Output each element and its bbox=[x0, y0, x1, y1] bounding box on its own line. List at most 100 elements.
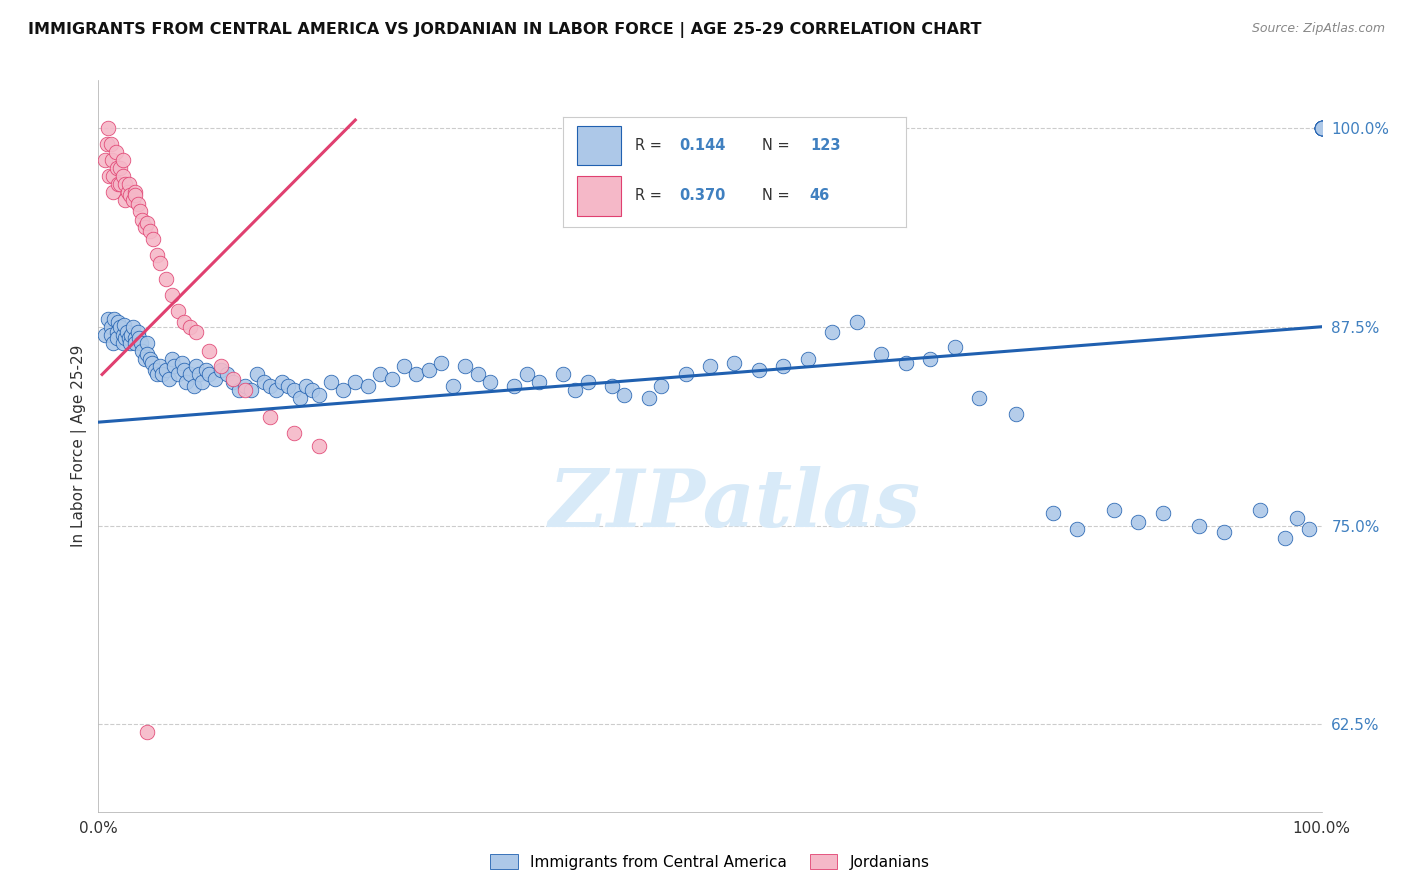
Point bbox=[1310, 120, 1333, 135]
Point bbox=[111, 335, 134, 350]
Point bbox=[149, 359, 172, 374]
Point bbox=[1249, 502, 1271, 516]
Point bbox=[101, 335, 124, 350]
Point bbox=[186, 359, 208, 374]
Point bbox=[104, 145, 127, 159]
Point bbox=[290, 392, 312, 406]
Text: Source: ZipAtlas.com: Source: ZipAtlas.com bbox=[1251, 22, 1385, 36]
Point bbox=[139, 224, 162, 238]
Point bbox=[100, 327, 122, 342]
Point bbox=[1310, 120, 1333, 135]
Point bbox=[392, 359, 416, 374]
Point bbox=[943, 340, 966, 354]
Point bbox=[124, 335, 146, 350]
Point bbox=[195, 362, 218, 376]
Point bbox=[332, 384, 354, 398]
Point bbox=[118, 177, 141, 191]
Point bbox=[127, 197, 149, 211]
Point bbox=[111, 327, 134, 342]
Point bbox=[576, 376, 599, 390]
Point bbox=[120, 327, 142, 342]
Point bbox=[179, 319, 201, 334]
Point bbox=[368, 368, 391, 382]
Text: 0.144: 0.144 bbox=[679, 138, 725, 153]
Point bbox=[1310, 120, 1333, 135]
Point bbox=[1286, 510, 1309, 524]
Point bbox=[155, 272, 177, 286]
Point bbox=[1042, 506, 1064, 520]
Point bbox=[430, 356, 453, 370]
Point bbox=[110, 319, 132, 334]
Point bbox=[527, 376, 550, 390]
Text: N =: N = bbox=[762, 138, 794, 153]
Point bbox=[179, 368, 201, 382]
Point bbox=[111, 153, 134, 167]
Point bbox=[114, 193, 136, 207]
Point bbox=[797, 351, 820, 366]
Point bbox=[134, 219, 156, 234]
Point bbox=[405, 368, 427, 382]
Point bbox=[120, 187, 142, 202]
Point bbox=[173, 315, 195, 329]
Point bbox=[222, 376, 245, 390]
Point bbox=[1310, 120, 1333, 135]
Text: R =: R = bbox=[636, 188, 666, 203]
Point bbox=[723, 356, 745, 370]
Point bbox=[638, 392, 661, 406]
Point bbox=[1310, 120, 1333, 135]
Point bbox=[1212, 524, 1234, 539]
Point bbox=[613, 388, 636, 402]
Point bbox=[228, 384, 250, 398]
Text: IMMIGRANTS FROM CENTRAL AMERICA VS JORDANIAN IN LABOR FORCE | AGE 25-29 CORRELAT: IMMIGRANTS FROM CENTRAL AMERICA VS JORDA… bbox=[28, 22, 981, 38]
Point bbox=[149, 256, 172, 270]
Point bbox=[381, 372, 404, 386]
Point bbox=[600, 378, 623, 392]
Point bbox=[204, 372, 226, 386]
Text: N =: N = bbox=[762, 188, 794, 203]
Point bbox=[124, 185, 146, 199]
Point bbox=[120, 335, 142, 350]
Point bbox=[150, 368, 173, 382]
Point bbox=[93, 327, 115, 342]
Point bbox=[1310, 120, 1333, 135]
Point bbox=[478, 376, 501, 390]
Legend: Immigrants from Central America, Jordanians: Immigrants from Central America, Jordani… bbox=[482, 846, 938, 877]
Point bbox=[1310, 120, 1333, 135]
Point bbox=[115, 325, 138, 339]
Point bbox=[157, 372, 180, 386]
Point bbox=[187, 368, 209, 382]
Point bbox=[114, 177, 136, 191]
Point bbox=[418, 362, 440, 376]
Point bbox=[176, 376, 198, 390]
Point bbox=[277, 378, 299, 392]
FancyBboxPatch shape bbox=[576, 176, 621, 216]
Point bbox=[821, 325, 844, 339]
Point bbox=[98, 169, 121, 183]
Point bbox=[128, 331, 150, 345]
Point bbox=[155, 362, 177, 376]
Point bbox=[170, 356, 193, 370]
Point bbox=[1066, 522, 1088, 536]
Point bbox=[246, 368, 269, 382]
Point bbox=[259, 378, 281, 392]
Point bbox=[103, 311, 125, 326]
Point bbox=[97, 311, 120, 326]
Point bbox=[183, 378, 205, 392]
Point bbox=[136, 347, 159, 361]
Point bbox=[136, 216, 159, 230]
Point bbox=[111, 169, 134, 183]
Point bbox=[344, 376, 367, 390]
Point bbox=[100, 319, 122, 334]
Point bbox=[143, 362, 166, 376]
Y-axis label: In Labor Force | Age 25-29: In Labor Force | Age 25-29 bbox=[72, 345, 87, 547]
Point bbox=[240, 384, 263, 398]
Point bbox=[553, 368, 575, 382]
Point bbox=[209, 362, 232, 376]
Point bbox=[1310, 120, 1333, 135]
Point bbox=[1004, 407, 1026, 421]
Point bbox=[295, 378, 318, 392]
Point bbox=[564, 384, 586, 398]
Point bbox=[845, 315, 868, 329]
Point bbox=[146, 248, 169, 262]
Point bbox=[308, 439, 330, 453]
